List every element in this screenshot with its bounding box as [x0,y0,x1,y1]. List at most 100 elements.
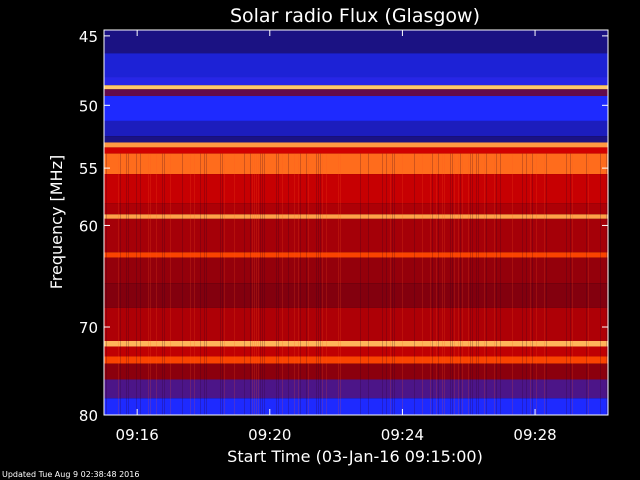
heatmap-band-10 [104,153,608,175]
heatmap-streak [190,153,191,415]
heatmap-streak [320,153,321,415]
heatmap-streak [486,153,487,415]
heatmap-streak [200,153,201,415]
heatmap-streak [444,153,445,415]
heatmap-streak [458,153,459,415]
heatmap-streak [442,153,443,415]
y-tick-label: 60 [79,217,98,235]
heatmap-streak [224,153,225,415]
heatmap-streak [588,153,589,415]
heatmap-streak [512,153,513,415]
heatmap-streak [454,153,455,415]
heatmap-band-13 [104,214,608,219]
x-tick-label: 09:24 [381,426,424,444]
heatmap-streak [182,153,183,415]
heatmap-band-8 [104,142,608,148]
heatmap-band-23 [104,379,608,399]
heatmap-streak [392,153,393,415]
heatmap-streak [298,153,299,415]
chart-title: Solar radio Flux (Glasgow) [230,5,480,27]
y-tick-label: 50 [79,97,98,115]
heatmap-streak [106,153,107,415]
heatmap-streak [530,153,531,415]
heatmap-band-5 [104,96,608,121]
heatmap-streak [256,153,257,415]
y-tick-label: 55 [79,160,98,178]
heatmap-streak [600,153,601,415]
heatmap-band-3 [104,85,608,90]
heatmap-streak [402,153,403,415]
heatmap-band-17 [104,283,608,308]
heatmap-streak [586,153,587,415]
plot-area: 09:16 09:20 09:24 09:28 45 50 55 60 70 80 [79,28,609,444]
heatmap-streak [390,153,391,415]
heatmap-streak [250,153,251,415]
heatmap-streak [494,153,495,415]
heatmap-streak [500,153,501,415]
heatmap-streak [436,153,437,415]
heatmap-streak [264,153,265,415]
heatmap-streak [382,153,383,415]
heatmap-band-12 [104,203,608,215]
heatmap-streak [194,153,195,415]
heatmap-streak [234,153,235,415]
heatmap-streak [536,153,537,415]
heatmap-band-2 [104,77,608,86]
heatmap-streak [460,153,461,415]
heatmap-streak [570,153,571,415]
heatmap-streak [368,153,369,415]
heatmap-streak [164,153,165,415]
heatmap-streak [282,153,283,415]
heatmap-streak [606,153,607,415]
heatmap-streak [450,153,451,415]
heatmap-streak [262,153,263,415]
heatmap-band-15 [104,252,608,258]
heatmap-streak [118,153,119,415]
heatmap-streak [522,153,523,415]
heatmap-streak [478,153,479,415]
heatmap-streak [252,153,253,415]
heatmap-streak [288,153,289,415]
heatmap-texture [106,153,607,415]
heatmap-streak [254,153,255,415]
heatmap-band-21 [104,356,608,364]
heatmap-streak [326,153,327,415]
heatmap-streak [316,153,317,415]
heatmap-streak [394,153,395,415]
heatmap-streak [156,153,157,415]
heatmap-streak [462,153,463,415]
heatmap-streak [386,153,387,415]
heatmap-streak [438,153,439,415]
heatmap-streak [136,153,137,415]
heatmap-streak [306,153,307,415]
heatmap-band-16 [104,257,608,284]
heatmap-streak [120,153,121,415]
heatmap-streak [278,153,279,415]
heatmap-streak [476,153,477,415]
heatmap-band-9 [104,147,608,154]
heatmap-streak [566,153,567,415]
heatmap-streak [422,153,423,415]
heatmap-streak [544,153,545,415]
x-tick-label: 09:16 [116,426,159,444]
heatmap-band-24 [104,398,608,415]
heatmap-streak [150,153,151,415]
heatmap-streak [170,153,171,415]
y-tick-label: 70 [79,319,98,337]
heatmap-streak [244,153,245,415]
heatmap-streak [220,153,221,415]
heatmap-streak [300,153,301,415]
heatmap-band-6 [104,120,608,137]
heatmap-band-11 [104,174,608,204]
y-tick-label: 80 [79,407,98,425]
plot-frame [103,29,609,416]
heatmap-streak [276,153,277,415]
heatmap-streak [258,153,259,415]
y-axis-label: Frequency [MHz] [47,155,66,289]
heatmap-streak [338,153,339,415]
x-axis-label: Start Time (03-Jan-16 09:15:00) [227,447,483,466]
heatmap-band-4 [104,89,608,97]
heatmap-band-19 [104,340,608,347]
y-axis: 45 50 55 60 70 80 [79,28,608,425]
